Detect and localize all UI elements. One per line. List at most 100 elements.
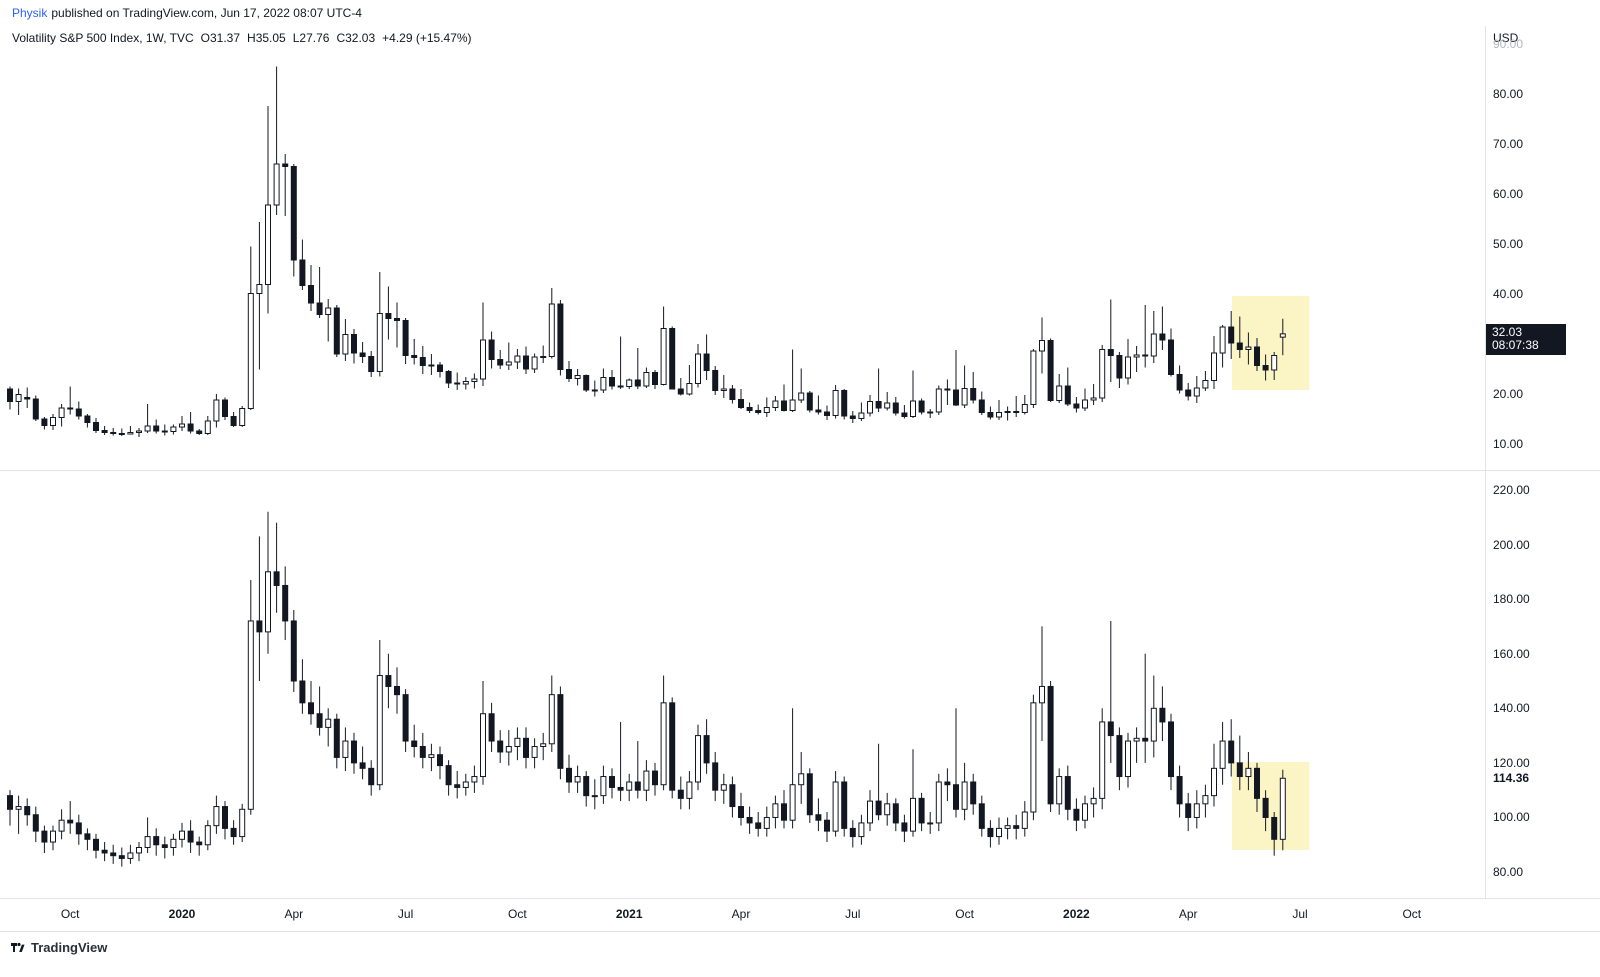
candle: [144, 404, 151, 433]
candle: [196, 836, 203, 856]
candle: [609, 370, 615, 390]
tradingview-wordmark[interactable]: TradingView: [31, 939, 108, 955]
price-axis-label: 100.00: [1493, 810, 1530, 825]
candle: [548, 288, 555, 359]
time-axis-label: 2020: [168, 907, 196, 921]
countdown-timer: 08:07:38: [1492, 337, 1539, 352]
candle: [970, 372, 977, 404]
candle: [643, 760, 650, 802]
candle: [1004, 817, 1011, 840]
symbol-title[interactable]: Volatility S&P 500 Index, 1W, TVC: [12, 31, 194, 45]
candle: [867, 395, 873, 417]
candle: [32, 395, 39, 421]
candle: [204, 416, 211, 435]
candle: [1073, 798, 1080, 832]
candle: [93, 418, 99, 433]
candle: [454, 771, 461, 799]
candle: [471, 765, 478, 793]
currency-label[interactable]: USD: [1493, 31, 1519, 45]
pane-divider[interactable]: [0, 470, 1600, 471]
candle: [858, 402, 865, 421]
candle: [763, 397, 770, 417]
candle: [901, 405, 908, 419]
candle: [574, 369, 581, 386]
candle: [1159, 306, 1166, 350]
time-axis-label: Apr: [731, 907, 751, 921]
change-value: +4.29 (+15.47%): [382, 31, 472, 45]
candle: [1047, 680, 1054, 813]
time-axis-label: Jul: [397, 907, 414, 921]
candle: [1262, 354, 1269, 381]
time-axis-label: Oct: [508, 907, 527, 921]
legend: Volatility S&P 500 Index, 1W, TVC O31.37…: [12, 31, 472, 45]
candle: [1219, 721, 1226, 785]
candle: [738, 389, 744, 409]
candle: [256, 536, 263, 681]
candle: [127, 844, 134, 864]
time-axis-label: Apr: [1178, 907, 1198, 921]
candle: [1107, 620, 1114, 763]
candle: [411, 724, 418, 758]
candle: [58, 404, 65, 427]
candle: [1202, 784, 1209, 818]
candle: [600, 368, 607, 393]
candle: [385, 653, 392, 709]
candle: [712, 751, 719, 802]
candle: [591, 779, 598, 810]
candle: [419, 732, 426, 769]
candle: [299, 239, 306, 290]
candle: [1193, 376, 1200, 403]
candle: [1185, 383, 1192, 401]
candle: [15, 388, 22, 415]
candle: [523, 346, 529, 374]
candle: [1133, 727, 1140, 763]
candle: [798, 751, 805, 804]
candle: [970, 773, 977, 815]
candle: [832, 385, 839, 419]
candle: [204, 820, 211, 851]
time-axis-label: 2022: [1063, 907, 1090, 921]
candle: [772, 795, 779, 829]
candle: [892, 397, 899, 416]
candle: [1236, 735, 1243, 791]
candle: [600, 765, 607, 804]
author-link[interactable]: Physik: [12, 6, 48, 20]
time-axis-label: 2021: [615, 907, 643, 921]
publication-bar: Physik published on TradingView.com, Jun…: [0, 0, 1600, 26]
candle: [75, 401, 82, 420]
candle: [247, 246, 254, 410]
candle: [781, 790, 787, 829]
candle: [1211, 336, 1217, 389]
candle: [110, 428, 117, 436]
price-axis[interactable]: USD 32.03 08:07:38 114.36 90.00 80.00 70.0…: [1485, 26, 1600, 898]
candle: [1168, 713, 1174, 791]
candle: [488, 331, 495, 369]
candle: [1082, 795, 1088, 829]
candle: [445, 370, 452, 388]
tradingview-logo-icon[interactable]: [10, 940, 25, 955]
candle: [187, 412, 194, 434]
candlestick-plot[interactable]: [0, 26, 1485, 898]
candle: [376, 272, 383, 377]
candle: [789, 349, 796, 412]
candle: [170, 424, 177, 435]
candle: [858, 814, 865, 845]
candle: [1168, 328, 1174, 377]
candle: [953, 350, 959, 406]
candle: [93, 833, 99, 859]
candle: [918, 398, 925, 415]
candle: [411, 339, 418, 365]
candle: [755, 404, 762, 415]
footer: TradingView: [0, 930, 1600, 964]
time-axis[interactable]: Oct 2020 Apr Jul Oct 2021 Apr Jul Oct 2022 Apr Jul O…: [0, 898, 1600, 932]
candle: [1254, 338, 1260, 371]
candle: [927, 409, 934, 418]
price-axis-label: 20.00: [1493, 387, 1524, 401]
candle: [1185, 792, 1192, 832]
candle: [703, 334, 710, 380]
candle: [1159, 686, 1166, 742]
candle: [1202, 371, 1209, 391]
candle: [1116, 352, 1123, 388]
candle: [815, 798, 822, 832]
candle: [772, 396, 779, 411]
